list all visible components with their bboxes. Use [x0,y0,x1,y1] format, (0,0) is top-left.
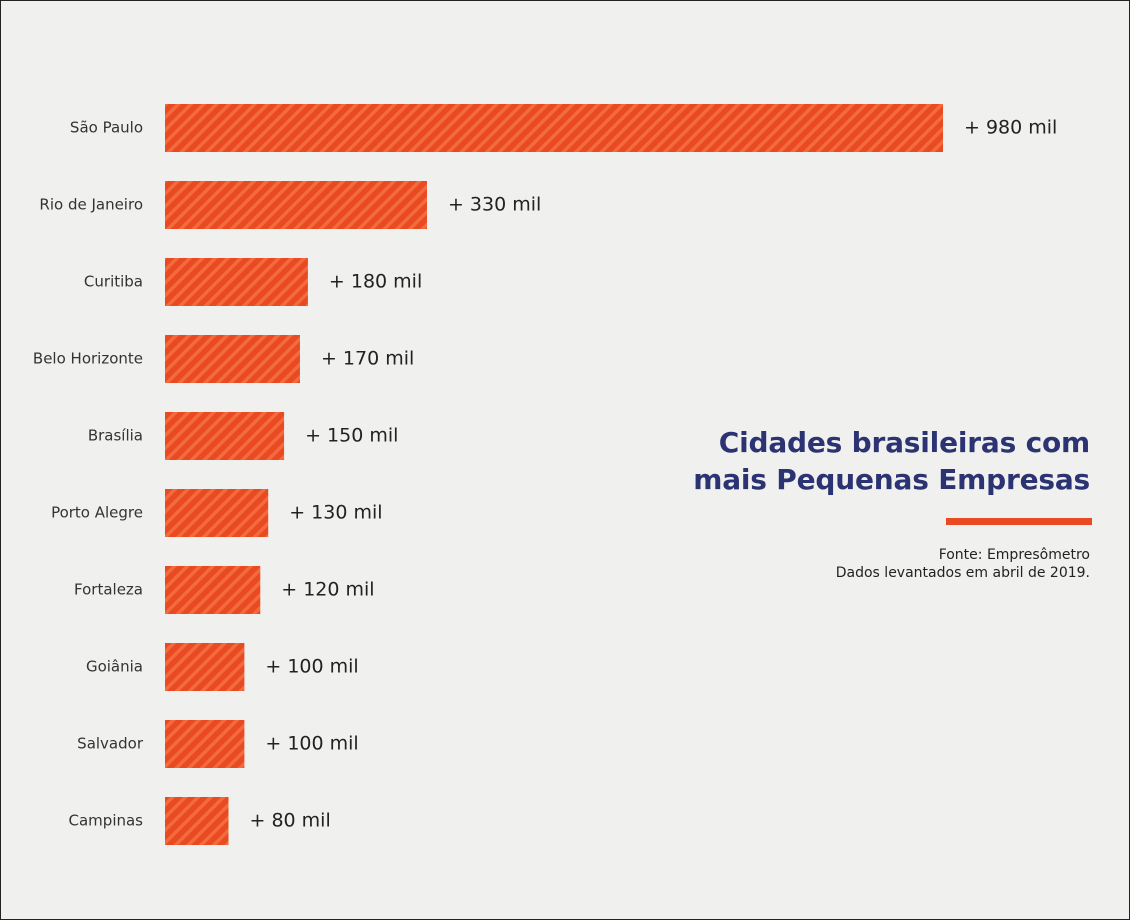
value-label: + 130 mil [289,502,382,524]
value-label: + 80 mil [250,810,331,832]
source-line-2: Dados levantados em abril de 2019. [835,565,1090,581]
category-label: Fortaleza [74,581,143,599]
bar [165,797,229,845]
bar [165,181,427,229]
category-label: Porto Alegre [51,504,143,522]
value-label: + 980 mil [964,117,1057,139]
category-label: Belo Horizonte [33,350,143,368]
value-label: + 180 mil [329,271,422,293]
bar [165,258,308,306]
category-label: Goiânia [86,658,143,676]
bars-group: São Paulo + 980 mil Rio de Janeiro + 330 mi… [33,104,1057,845]
value-label: + 330 mil [448,194,541,216]
category-label: Salvador [77,735,144,753]
category-label: São Paulo [70,119,143,137]
category-label: Rio de Janeiro [39,196,143,214]
chart-title-line-2: mais Pequenas Empresas [693,463,1090,496]
source-line-1: Fonte: Empresômetro [938,547,1090,563]
category-label: Brasília [88,427,143,445]
bar [165,566,261,614]
chart-title-line-1: Cidades brasileiras com [718,426,1090,459]
value-label: + 170 mil [321,348,414,370]
bar [165,335,300,383]
category-label: Curitiba [84,273,143,291]
bar [165,643,245,691]
title-accent-rule [946,518,1092,525]
source-note: Fonte: Empresômetro Dados levantados em … [836,546,1090,582]
chart-title: Cidades brasileiras com mais Pequenas Em… [693,424,1090,498]
bar [165,412,285,460]
category-label: Campinas [69,812,144,830]
value-label: + 100 mil [265,733,358,755]
bar [165,720,245,768]
bar [165,104,943,152]
value-label: + 120 mil [281,579,374,601]
bar [165,489,269,537]
value-label: + 150 mil [305,425,398,447]
value-label: + 100 mil [265,656,358,678]
